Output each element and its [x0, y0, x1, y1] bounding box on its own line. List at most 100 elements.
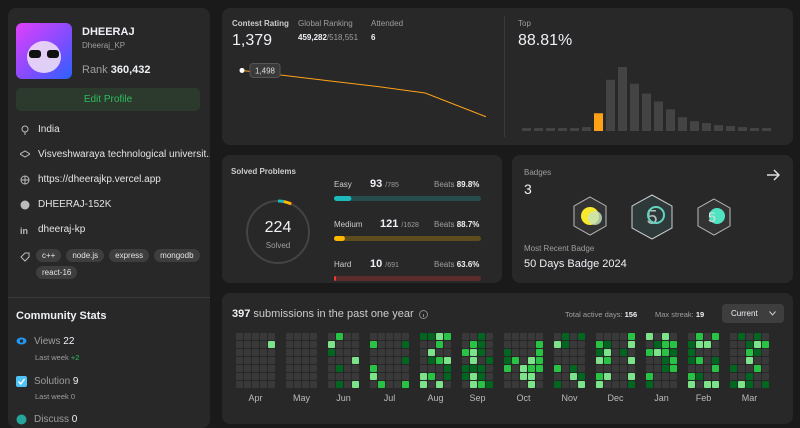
heat-cell [386, 333, 393, 340]
heat-cell [596, 373, 603, 380]
heat-cell [478, 357, 485, 364]
heat-cell [244, 341, 251, 348]
heat-cell [520, 333, 527, 340]
histogram-bar [546, 128, 555, 131]
heat-cell [662, 365, 669, 372]
month-label: May [293, 393, 311, 403]
heat-cell [528, 373, 535, 380]
heat-cell [394, 381, 401, 388]
heat-cell [294, 357, 301, 364]
histogram-bar [534, 128, 543, 131]
heat-cell [370, 365, 377, 372]
heat-cell [704, 373, 711, 380]
linkedin[interactable]: dheeraj-kp [38, 224, 85, 235]
solved-count: 224 [245, 219, 311, 237]
heat-cell [562, 365, 569, 372]
edit-profile-button[interactable]: Edit Profile [16, 88, 200, 111]
heat-cell [712, 381, 719, 388]
histogram-bar [762, 128, 771, 131]
month-label: Dec [607, 393, 624, 403]
heat-cell [420, 349, 427, 356]
heat-cell [420, 357, 427, 364]
ring-segment [278, 201, 284, 202]
heat-cell [268, 333, 275, 340]
heat-cell [696, 373, 703, 380]
heat-cell [402, 357, 409, 364]
heat-cell [260, 373, 267, 380]
heat-cell [596, 341, 603, 348]
heat-cell [352, 373, 359, 380]
heat-cell [562, 373, 569, 380]
heat-cell [386, 381, 393, 388]
heat-cell [428, 365, 435, 372]
skill-tag: mongodb [154, 249, 199, 262]
heat-cell [754, 381, 761, 388]
website-row[interactable]: https://dheerajkp.vercel.app [20, 174, 161, 185]
heat-cell [520, 373, 527, 380]
heat-cell [654, 349, 661, 356]
heat-cell [596, 365, 603, 372]
github[interactable]: DHEERAJ-152K [38, 199, 111, 210]
heat-cell [620, 349, 627, 356]
icon [20, 252, 30, 262]
heat-cell [394, 333, 401, 340]
histogram-bar [750, 128, 759, 131]
heat-cell [646, 341, 653, 348]
svg-text:5: 5 [708, 209, 716, 225]
heat-cell [662, 349, 669, 356]
histogram-bar [618, 67, 627, 131]
heat-cell [236, 341, 243, 348]
beats-value: 89.8% [457, 180, 480, 189]
heat-cell [394, 365, 401, 372]
heat-cell [470, 365, 477, 372]
rank-value: 360,432 [111, 64, 151, 76]
heat-cell [328, 365, 335, 372]
heat-cell [286, 349, 293, 356]
heat-cell [378, 365, 385, 372]
heat-cell [604, 357, 611, 364]
heat-cell [662, 373, 669, 380]
heat-cell [286, 365, 293, 372]
heat-cell [528, 341, 535, 348]
heat-cell [628, 373, 635, 380]
heat-cell [252, 333, 259, 340]
website[interactable]: https://dheerajkp.vercel.app [38, 174, 161, 185]
heat-cell [378, 333, 385, 340]
heat-cell [570, 349, 577, 356]
heat-cell [344, 381, 351, 388]
github-row[interactable]: DHEERAJ-152K [20, 199, 111, 210]
heat-cell [302, 333, 309, 340]
month-label: Sep [469, 393, 485, 403]
heat-cell [730, 341, 737, 348]
heat-cell [762, 357, 769, 364]
tooltip: 1,498 [255, 66, 276, 75]
heat-cell [286, 333, 293, 340]
heat-cell [746, 349, 753, 356]
heat-cell [236, 365, 243, 372]
heat-cell [578, 381, 585, 388]
heat-cell [402, 333, 409, 340]
linkedin-row[interactable]: in dheeraj-kp [20, 224, 85, 235]
heat-cell [704, 381, 711, 388]
heat-cell [504, 365, 511, 372]
heat-cell [746, 333, 753, 340]
heat-cell [504, 373, 511, 380]
icon: in [20, 225, 30, 235]
histogram-bar [630, 84, 639, 131]
heat-cell [670, 349, 677, 356]
heat-cell [536, 381, 543, 388]
heat-cell [654, 373, 661, 380]
heat-cell [738, 365, 745, 372]
rating-point [240, 68, 245, 73]
heat-cell [688, 381, 695, 388]
heat-cell [428, 341, 435, 348]
heat-cell [328, 349, 335, 356]
discuss-label: Discuss [34, 414, 69, 425]
heat-cell [620, 373, 627, 380]
heat-cell [420, 373, 427, 380]
arrow-button[interactable] [766, 168, 780, 182]
heat-cell [754, 365, 761, 372]
rank-label: Rank [82, 64, 108, 76]
heat-cell [738, 381, 745, 388]
heat-cell [444, 357, 451, 364]
